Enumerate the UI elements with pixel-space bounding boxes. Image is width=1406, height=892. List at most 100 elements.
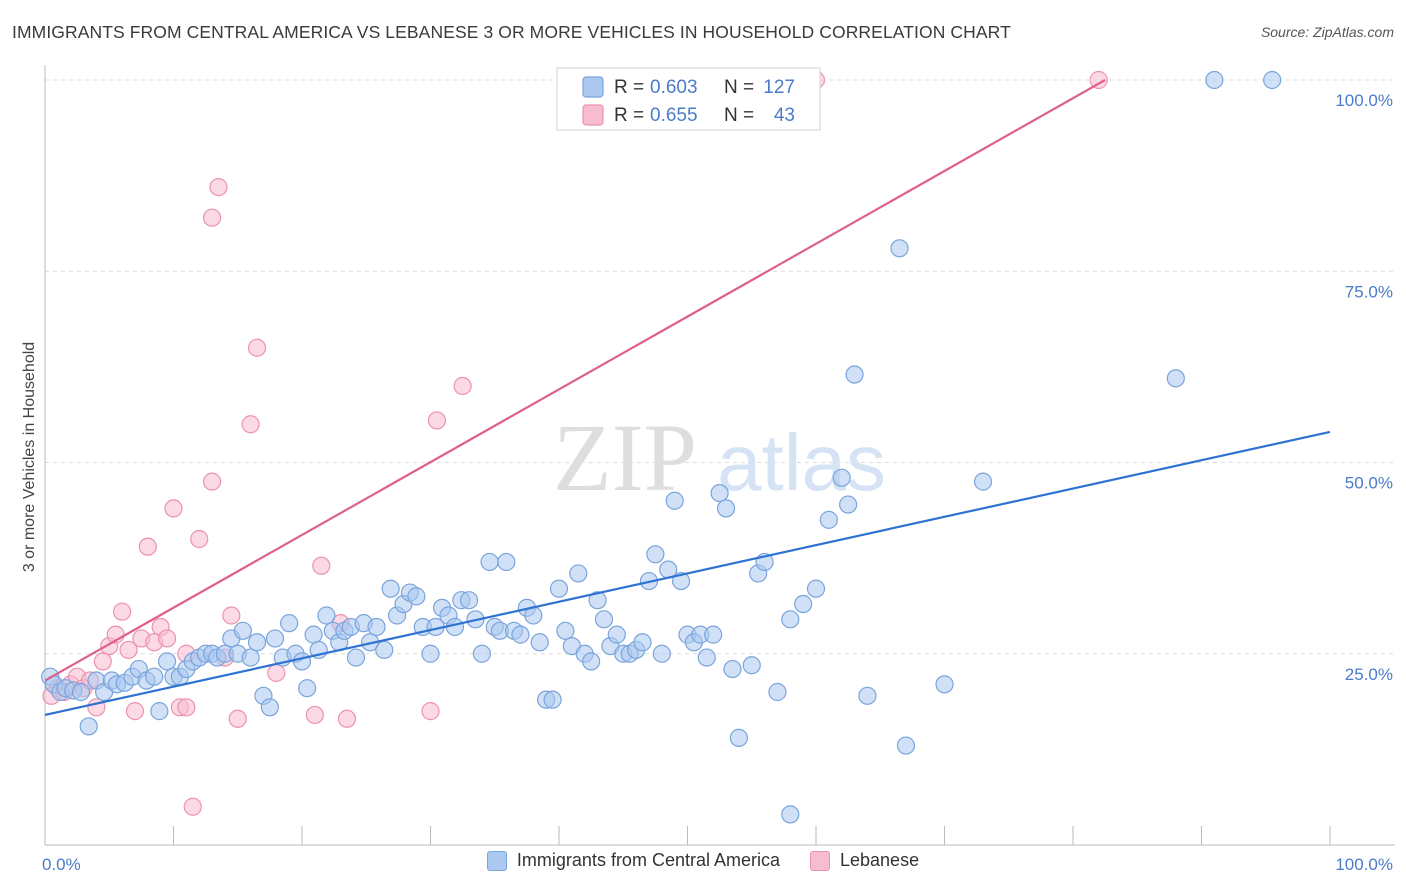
central-america-point-106 xyxy=(729,728,749,748)
lebanese-point-29 xyxy=(228,709,247,728)
lebanese-point-11 xyxy=(112,602,132,621)
lebanese-point-41 xyxy=(1089,70,1108,90)
central-america-point-115 xyxy=(832,468,851,487)
central-america-point-52 xyxy=(381,579,400,598)
central-america-point-120 xyxy=(896,736,916,755)
central-america-point-102 xyxy=(704,625,723,644)
central-america-point-121 xyxy=(935,675,954,694)
central-america-point-38 xyxy=(292,652,312,671)
legend-swatch-blue xyxy=(486,850,507,871)
lebanese-point-25 xyxy=(209,178,228,197)
central-america-point-83 xyxy=(582,652,601,671)
lebanese-point-23 xyxy=(190,529,209,549)
lebanese-point-33 xyxy=(305,705,324,725)
central-america-point-113 xyxy=(806,579,826,598)
central-america-point-64 xyxy=(459,591,479,610)
central-america-point-123 xyxy=(1166,369,1185,388)
legend-inset-n-label-1: N = xyxy=(724,105,754,126)
central-america-point-36 xyxy=(280,614,299,633)
legend-label-central-america: Immigrants from Central America xyxy=(516,850,780,870)
legend-inset-r-label-0: R = xyxy=(614,77,644,98)
lebanese-point-12 xyxy=(119,640,138,660)
central-america-point-125 xyxy=(1263,70,1282,90)
legend-inset-r-label-1: R = xyxy=(614,105,644,126)
lebanese-point-42 xyxy=(177,698,196,717)
central-america-point-6 xyxy=(79,717,98,736)
lebanese-point-26 xyxy=(202,472,222,491)
central-america-point-114 xyxy=(819,510,838,529)
trend-lines xyxy=(44,79,1331,717)
grid-lines xyxy=(45,79,1395,655)
central-america-point-17 xyxy=(157,652,177,671)
lebanese-series xyxy=(42,70,1108,816)
central-america-point-103 xyxy=(710,484,729,503)
central-america-point-5 xyxy=(71,682,91,702)
legend-inset-n-value-0: 127 xyxy=(763,77,795,98)
central-america-point-96 xyxy=(665,491,684,510)
central-america-point-122 xyxy=(973,472,993,491)
lebanese-point-15 xyxy=(138,537,157,556)
legend-swatch-pink xyxy=(810,850,830,871)
y-tick-label-3: 100.0% xyxy=(1335,91,1393,110)
source-label: Source: ZipAtlas.com xyxy=(1260,24,1394,40)
central-america-point-51 xyxy=(375,640,394,660)
y-axis-label: 3 or more Vehicles in Household xyxy=(21,342,38,572)
lebanese-point-37 xyxy=(421,702,440,721)
central-america-point-111 xyxy=(781,610,800,629)
central-america-point-112 xyxy=(794,594,813,614)
legend-item-lebanese[interactable]: Lebanese xyxy=(810,850,919,871)
central-america-point-72 xyxy=(511,625,530,644)
lebanese-point-18 xyxy=(157,629,177,648)
central-america-point-81 xyxy=(569,564,588,583)
legend: Immigrants from Central America Lebanese xyxy=(0,850,1406,871)
central-america-point-34 xyxy=(265,629,285,648)
legend-inset-swatch-1 xyxy=(582,104,604,126)
central-america-point-70 xyxy=(497,552,516,572)
legend-inset-r-value-1: 0.655 xyxy=(650,105,698,126)
central-america-point-119 xyxy=(890,239,909,258)
lebanese-point-38 xyxy=(427,411,447,430)
legend-inset-r-value-0: 0.603 xyxy=(650,77,698,98)
y-axis-label-group: 3 or more Vehicles in Household xyxy=(21,342,38,572)
x-tick-label-min: 0.0% xyxy=(42,855,81,874)
central-america-point-29 xyxy=(233,621,252,640)
y-tick-label-0: 25.0% xyxy=(1345,665,1393,684)
central-america-point-85 xyxy=(594,610,614,629)
central-america-point-118 xyxy=(858,686,877,705)
lebanese-point-39 xyxy=(453,376,472,396)
central-america-point-42 xyxy=(317,606,336,625)
central-america-point-58 xyxy=(421,644,440,663)
central-america-point-101 xyxy=(697,648,716,667)
lebanese-point-32 xyxy=(267,663,286,682)
lebanese-point-22 xyxy=(183,797,202,816)
lebanese-point-30 xyxy=(241,415,260,434)
central-america-point-16 xyxy=(150,702,169,721)
central-america-point-79 xyxy=(556,621,575,640)
central-america-point-105 xyxy=(723,659,742,679)
lebanese-point-19 xyxy=(164,499,183,518)
legend-inset: R = 0.603 N = 127 R = 0.655 N = 43 xyxy=(556,67,821,131)
chart-title: IMMIGRANTS FROM CENTRAL AMERICA VS LEBAN… xyxy=(12,22,1011,42)
central-america-point-30 xyxy=(241,648,260,667)
central-america-point-84 xyxy=(588,591,607,610)
central-america-point-91 xyxy=(633,633,652,652)
tick-labels: 25.0% 50.0% 75.0% 100.0% 0.0% 100.0% xyxy=(42,91,1393,874)
central-america-point-31 xyxy=(247,633,267,652)
central-america-point-47 xyxy=(346,648,366,667)
legend-item-central-america[interactable]: Immigrants from Central America xyxy=(486,850,780,871)
lebanese-point-8 xyxy=(93,652,112,671)
watermark-atlas: atlas xyxy=(717,418,886,507)
lebanese-point-34 xyxy=(312,556,331,575)
central-america-series xyxy=(41,70,1282,824)
central-america-point-124 xyxy=(1205,70,1224,90)
central-america-trend-line xyxy=(44,430,1331,717)
lebanese-point-24 xyxy=(202,208,222,227)
central-america-point-104 xyxy=(716,499,736,518)
central-america-point-94 xyxy=(652,644,671,663)
lebanese-point-31 xyxy=(247,338,267,357)
legend-label-lebanese: Lebanese xyxy=(840,850,920,870)
lebanese-point-13 xyxy=(125,702,145,721)
central-america-point-78 xyxy=(549,579,569,598)
legend-inset-n-label-0: N = xyxy=(724,77,754,98)
